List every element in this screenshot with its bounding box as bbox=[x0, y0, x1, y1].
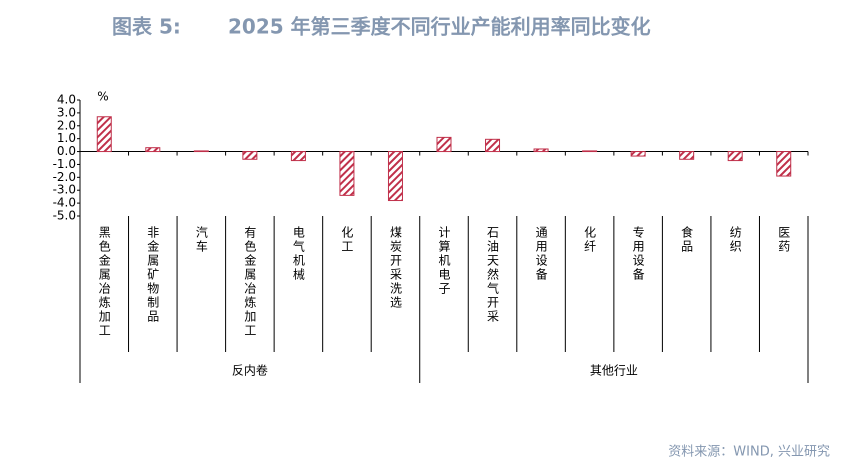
bar bbox=[193, 150, 209, 153]
bar bbox=[582, 150, 598, 153]
y-tick-label: -5.0 bbox=[53, 209, 76, 223]
y-tick-label: -2.0 bbox=[53, 170, 76, 184]
x-tick-label: 汽车 bbox=[194, 225, 208, 254]
bar bbox=[630, 151, 646, 157]
x-tick-label: 电气机械 bbox=[291, 226, 305, 282]
bar bbox=[727, 151, 743, 162]
y-tick-label: 0.0 bbox=[57, 144, 76, 158]
x-tick-label: 通用设备 bbox=[534, 226, 548, 282]
unit-label: % bbox=[97, 90, 108, 104]
bar bbox=[776, 151, 792, 177]
group-label: 反内卷 bbox=[232, 363, 268, 378]
y-tick-label: 3.0 bbox=[57, 105, 76, 119]
x-tick-label: 计算机电子 bbox=[437, 226, 451, 296]
y-tick-label: 1.0 bbox=[57, 131, 76, 145]
chart-title: 2025 年第三季度不同行业产能利用率同比变化 bbox=[228, 15, 651, 39]
x-tick-label: 医药 bbox=[777, 226, 791, 254]
chart-label: 图表 5: bbox=[112, 15, 181, 39]
source: 资料来源：WIND, 兴业研究 bbox=[668, 445, 830, 460]
x-tick-label: 化工 bbox=[340, 226, 354, 254]
x-tick-label: 煤炭开采洗选 bbox=[388, 226, 402, 310]
bar bbox=[387, 151, 403, 202]
x-tick-label: 非金属矿物制品 bbox=[146, 226, 160, 324]
y-tick-label: -4.0 bbox=[53, 196, 76, 210]
x-tick-label: 石油天然气开采 bbox=[486, 226, 500, 324]
y-tick-label: -1.0 bbox=[53, 157, 76, 171]
bar bbox=[485, 138, 501, 153]
y-tick-label: 2.0 bbox=[57, 118, 76, 132]
x-tick-label: 化纤 bbox=[583, 226, 597, 254]
x-tick-label: 有色金属冶炼加工 bbox=[243, 226, 257, 338]
bar bbox=[339, 151, 355, 196]
group-label: 其他行业 bbox=[590, 364, 638, 378]
y-tick-label: 4.0 bbox=[57, 93, 76, 107]
bar bbox=[533, 148, 549, 153]
bar bbox=[290, 151, 306, 162]
y-tick-label: -3.0 bbox=[53, 183, 76, 197]
x-tick-label: 黑色金属冶炼加工 bbox=[97, 226, 111, 338]
x-tick-label: 专用设备 bbox=[631, 225, 645, 282]
bar bbox=[679, 151, 695, 160]
bar bbox=[145, 147, 161, 153]
x-tick-label: 食品 bbox=[680, 225, 694, 254]
bar bbox=[242, 151, 258, 160]
x-tick-label: 纺织 bbox=[728, 226, 742, 254]
bar bbox=[96, 116, 112, 153]
bar bbox=[436, 136, 452, 153]
